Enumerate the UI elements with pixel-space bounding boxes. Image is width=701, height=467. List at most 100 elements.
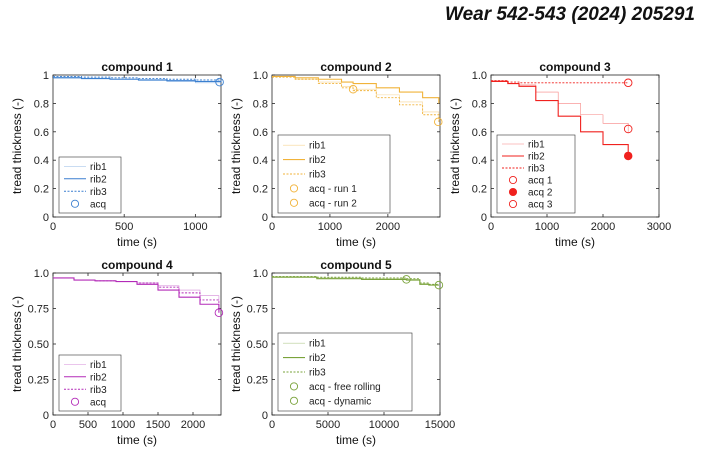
data-marker-1 <box>214 308 224 318</box>
legend-label: acq 2 <box>528 188 553 199</box>
y-tick-label: 0.50 <box>28 339 49 351</box>
legend-label: rib1 <box>90 360 107 371</box>
y-tick-label: 0.6 <box>472 127 487 139</box>
legend-label: rib1 <box>90 162 107 173</box>
legend-label: rib2 <box>309 155 326 166</box>
series-line-rib3 <box>53 75 222 81</box>
x-axis-label: time (s) <box>336 433 376 447</box>
y-tick-label: 0.75 <box>247 304 268 316</box>
series-line-rib2 <box>53 77 222 83</box>
x-axis-label: time (s) <box>555 235 595 249</box>
legend-label: rib1 <box>528 140 545 151</box>
y-axis-label: tread thickness (-) <box>229 296 243 392</box>
x-tick-label: 2000 <box>591 221 615 233</box>
series-line-rib3 <box>53 277 220 308</box>
y-tick-label: 0.6 <box>34 127 49 139</box>
legend-marker <box>508 187 518 197</box>
legend-label: acq - free rolling <box>309 382 381 393</box>
x-tick-label: 0 <box>269 419 275 431</box>
x-tick-label: 500 <box>115 221 133 233</box>
y-tick-label: 0 <box>262 212 268 224</box>
x-axis-label: time (s) <box>117 433 157 447</box>
legend-label: acq - dynamic <box>309 396 371 407</box>
chart-title: compound 3 <box>539 60 611 74</box>
legend-marker <box>508 199 518 209</box>
x-tick-label: 1000 <box>183 221 207 233</box>
y-tick-label: 0.50 <box>247 339 268 351</box>
y-tick-label: 0.75 <box>28 304 49 316</box>
chart-title: compound 4 <box>101 258 173 272</box>
x-tick-label: 0 <box>50 221 56 233</box>
series-line-rib3 <box>272 276 439 285</box>
legend-label: rib2 <box>528 152 545 163</box>
x-axis-label: time (s) <box>117 235 157 249</box>
legend-box <box>496 134 576 214</box>
chart-legend: rib1 rib2 rib3 acq - run 1 acq - run 2 <box>277 134 391 214</box>
x-tick-label: 3000 <box>647 221 671 233</box>
legend-label: rib3 <box>309 368 326 379</box>
y-tick-label: 0.2 <box>253 184 268 196</box>
chart-legend: rib1 rib2 rib3 acq - free rolling acq - dyna… <box>277 332 413 412</box>
x-tick-label: 500 <box>79 419 97 431</box>
data-marker-2 <box>434 280 444 290</box>
legend-label: rib3 <box>528 164 545 175</box>
y-tick-label: 0.4 <box>253 155 268 167</box>
y-tick-label: 0.8 <box>253 98 268 110</box>
y-tick-label: 1.0 <box>34 268 49 280</box>
journal-reference: Wear 542-543 (2024) 205291 <box>444 4 695 25</box>
y-tick-label: 0 <box>262 410 268 422</box>
chart-panel-5: compound 5 0 0.25 0.50 0.75 1.0 0 5000 10000 1500… <box>229 258 455 447</box>
data-marker-3 <box>623 124 633 134</box>
legend-label: acq 3 <box>528 200 553 211</box>
y-axis-label: tread thickness (-) <box>10 98 24 194</box>
chart-title: compound 5 <box>320 258 392 272</box>
legend-label: rib3 <box>309 170 326 181</box>
legend-label: rib3 <box>90 187 107 198</box>
x-tick-label: 15000 <box>425 419 456 431</box>
y-axis-label: tread thickness (-) <box>229 98 243 194</box>
legend-label: acq - run 2 <box>309 198 357 209</box>
data-marker-1 <box>348 84 358 94</box>
data-marker-2 <box>623 151 633 161</box>
y-tick-label: 0 <box>481 212 487 224</box>
y-tick-label: 0.6 <box>253 127 268 139</box>
x-tick-label: 0 <box>269 221 275 233</box>
chart-title: compound 2 <box>320 60 392 74</box>
legend-label: rib1 <box>309 339 326 350</box>
legend-label: rib2 <box>90 174 107 185</box>
x-axis-label: time (s) <box>336 235 376 249</box>
legend-label: acq 1 <box>528 176 553 187</box>
y-tick-label: 1.0 <box>253 70 268 82</box>
chart-panel-2: compound 2 0 0.2 0.4 0.6 0.8 1.0 0 1000 2000time … <box>229 60 443 249</box>
legend-marker <box>289 198 299 207</box>
legend-marker <box>70 199 80 208</box>
y-tick-label: 0.8 <box>472 98 487 110</box>
legend-marker <box>289 396 299 405</box>
y-tick-label: 0.4 <box>472 155 487 167</box>
y-tick-label: 0 <box>43 212 49 224</box>
chart-panel-4: compound 4 0 0.25 0.50 0.75 1.0 0 500 1000 1500 20… <box>10 258 224 447</box>
y-tick-label: 0.4 <box>34 155 49 167</box>
legend-label: rib1 <box>309 141 326 152</box>
legend-marker <box>289 382 299 391</box>
legend-label: acq <box>90 199 106 210</box>
y-tick-label: 0 <box>43 410 49 422</box>
y-tick-label: 1.0 <box>253 268 268 280</box>
legend-label: acq <box>90 397 106 408</box>
chart-panel-3: compound 3 0 0.2 0.4 0.6 0.8 1.0 0 1000 2000 3000 t… <box>448 60 671 249</box>
x-tick-label: 1500 <box>146 419 170 431</box>
y-tick-label: 0.25 <box>247 375 268 387</box>
legend-marker <box>289 184 299 193</box>
y-axis-label: tread thickness (-) <box>448 98 462 194</box>
y-tick-label: 1.0 <box>472 70 487 82</box>
y-axis-label: tread thickness (-) <box>10 296 24 392</box>
legend-marker <box>70 397 80 406</box>
series-line-rib2 <box>491 80 629 156</box>
x-tick-label: 0 <box>488 221 494 233</box>
chart-panel-1: compound 1 0 0.2 0.4 0.6 0.8 1 0 500 1000 time (s)… <box>10 60 224 249</box>
y-tick-label: 0.2 <box>34 184 49 196</box>
